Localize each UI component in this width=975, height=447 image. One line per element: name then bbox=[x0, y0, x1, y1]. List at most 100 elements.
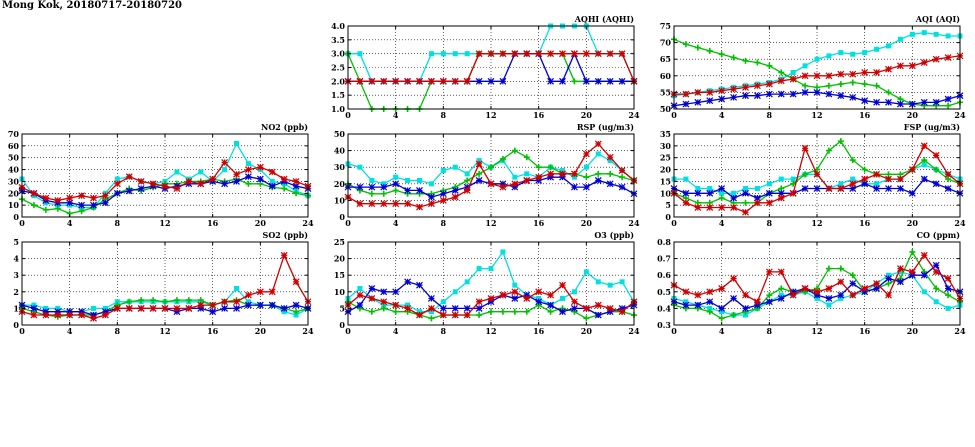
data-point bbox=[30, 189, 38, 197]
data-point bbox=[66, 199, 74, 207]
data-point bbox=[293, 190, 300, 197]
data-point bbox=[743, 312, 748, 318]
data-point bbox=[582, 50, 590, 58]
data-point bbox=[499, 291, 507, 299]
data-point bbox=[944, 170, 952, 178]
data-point bbox=[766, 181, 772, 187]
data-point bbox=[607, 282, 613, 288]
y-tick-label: 65 bbox=[660, 54, 671, 64]
data-point bbox=[885, 65, 892, 73]
data-point bbox=[742, 189, 749, 197]
data-point bbox=[268, 288, 276, 296]
data-point bbox=[682, 41, 689, 48]
data-point bbox=[66, 308, 74, 316]
data-point bbox=[54, 311, 62, 319]
x-tick-label: 0 bbox=[671, 326, 677, 336]
x-tick-label: 24 bbox=[954, 110, 966, 120]
data-point bbox=[244, 301, 252, 309]
data-point bbox=[766, 62, 773, 69]
data-point bbox=[280, 304, 288, 312]
data-point bbox=[222, 167, 228, 173]
y-tick-label: 0.5 bbox=[657, 287, 671, 297]
data-point bbox=[559, 281, 566, 289]
data-point bbox=[173, 308, 181, 316]
chart-panel: 0 4 8 12 16 20 24 1.0 1.5 2.0 2.5 3.0 3.5 4.0 AQHI (AQ… bbox=[331, 14, 640, 120]
data-point bbox=[356, 200, 364, 208]
data-point bbox=[921, 30, 927, 36]
data-point bbox=[790, 176, 796, 182]
data-point bbox=[742, 83, 749, 91]
data-point bbox=[861, 180, 869, 188]
data-point bbox=[742, 291, 749, 299]
data-point bbox=[357, 51, 363, 57]
data-point bbox=[753, 82, 761, 90]
data-point bbox=[594, 140, 602, 148]
data-point bbox=[30, 304, 38, 312]
x-tick-label: 8 bbox=[767, 218, 773, 228]
data-point bbox=[499, 155, 506, 162]
data-point bbox=[78, 201, 86, 209]
data-point bbox=[66, 311, 74, 319]
data-point bbox=[245, 299, 251, 305]
data-point bbox=[694, 291, 702, 299]
data-point bbox=[933, 285, 940, 292]
y-tick-label: 2.0 bbox=[331, 76, 345, 86]
x-tick-label: 8 bbox=[441, 218, 447, 228]
x-tick-label: 12 bbox=[811, 326, 822, 336]
data-point bbox=[802, 171, 809, 178]
data-point bbox=[618, 77, 626, 85]
data-point bbox=[826, 53, 832, 59]
data-point bbox=[920, 142, 928, 150]
data-point bbox=[440, 168, 446, 174]
data-point bbox=[463, 311, 471, 319]
data-point bbox=[571, 289, 577, 295]
data-point bbox=[682, 301, 690, 309]
chart-panel: 0 4 8 12 16 20 24 0 10 20 30 40 50 RSP (ug/m3) bbox=[334, 122, 640, 228]
data-point bbox=[837, 278, 845, 286]
data-point bbox=[920, 175, 928, 183]
data-point bbox=[380, 288, 388, 296]
data-point bbox=[416, 203, 423, 211]
data-point bbox=[439, 77, 447, 85]
data-point bbox=[583, 174, 590, 181]
data-point bbox=[790, 69, 796, 75]
data-point bbox=[451, 304, 459, 312]
data-point bbox=[256, 301, 264, 309]
data-point bbox=[463, 77, 471, 85]
data-point bbox=[392, 180, 400, 188]
data-point bbox=[570, 50, 578, 58]
y-tick-label: 3 bbox=[13, 270, 19, 280]
data-point bbox=[814, 56, 820, 62]
y-tick-label: 35 bbox=[660, 129, 671, 139]
data-point bbox=[30, 311, 38, 319]
data-point bbox=[149, 180, 157, 188]
data-point bbox=[582, 77, 590, 85]
data-point bbox=[706, 308, 713, 315]
data-point bbox=[559, 170, 566, 178]
data-point bbox=[730, 93, 738, 101]
data-point bbox=[718, 95, 726, 103]
data-point bbox=[730, 194, 738, 202]
data-point bbox=[547, 164, 554, 171]
y-tick-label: 0.7 bbox=[657, 254, 671, 264]
data-point bbox=[730, 204, 738, 211]
data-point bbox=[512, 282, 518, 288]
data-point bbox=[849, 79, 856, 86]
data-point bbox=[209, 308, 217, 316]
y-tick-label: 10 bbox=[334, 287, 346, 297]
data-point bbox=[582, 150, 590, 158]
y-tick-label: 4 bbox=[13, 254, 19, 264]
x-tick-label: 24 bbox=[628, 110, 640, 120]
data-point bbox=[896, 185, 904, 192]
data-point bbox=[753, 301, 761, 309]
chart-title: NO2 (ppb) bbox=[261, 122, 308, 132]
data-point bbox=[945, 102, 952, 109]
data-point bbox=[730, 85, 738, 93]
data-point bbox=[874, 46, 880, 52]
x-tick-label: 4 bbox=[393, 218, 399, 228]
data-point bbox=[42, 206, 49, 213]
data-point bbox=[476, 312, 483, 319]
data-point bbox=[113, 189, 121, 197]
data-point bbox=[560, 168, 565, 174]
x-tick-label: 16 bbox=[207, 218, 219, 228]
